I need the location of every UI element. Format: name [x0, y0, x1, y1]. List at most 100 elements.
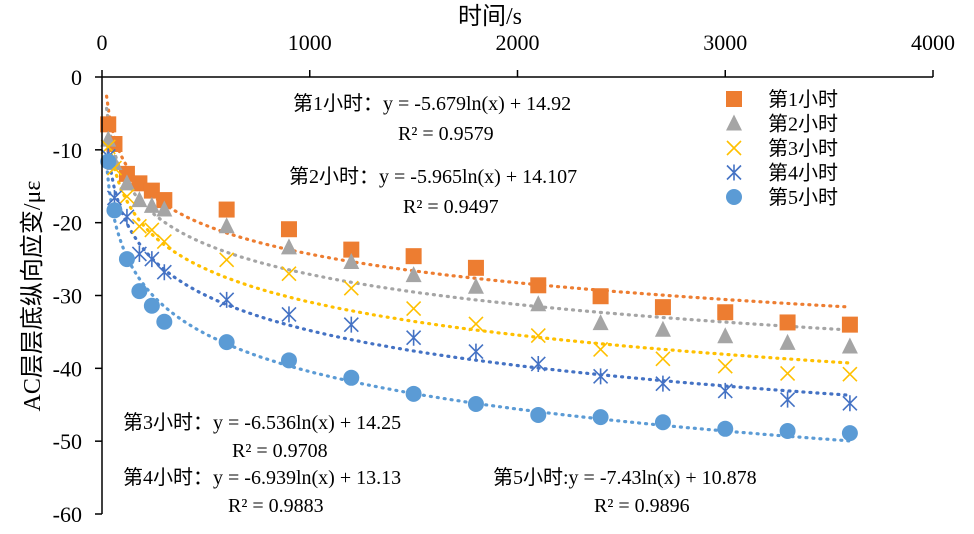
data-point-series-1: [100, 116, 117, 133]
data-point-series-3: [530, 327, 546, 344]
data-point-series-2: [841, 337, 858, 354]
data-point-series-5: [156, 313, 173, 330]
data-point-series-1: [592, 288, 609, 305]
x-tick-label: 4000: [911, 30, 955, 55]
data-point-series-5: [131, 283, 148, 300]
data-point-series-5: [654, 414, 671, 431]
data-point-series-3: [119, 188, 135, 205]
data-point-series-2: [779, 333, 796, 350]
data-point-series-4: [219, 291, 235, 308]
data-point-series-2: [156, 200, 173, 217]
trendline-series-2: [105, 106, 852, 332]
x-axis-title: 时间/s: [458, 3, 522, 30]
y-tick-label: 0: [71, 65, 82, 90]
data-point-series-3: [717, 358, 733, 374]
x-tick-label: 2000: [496, 30, 540, 55]
data-point-series-1: [143, 182, 160, 199]
y-tick-label: -30: [53, 284, 82, 309]
legend-label-3: 第3小时: [768, 137, 838, 160]
data-point-series-5: [717, 420, 734, 437]
data-point-series-4: [343, 316, 359, 333]
data-point-series-1: [156, 192, 173, 209]
data-point-series-2: [218, 217, 235, 234]
trendline-equation-4: 第4小时：y = -6.939ln(x) + 13.13: [123, 466, 401, 489]
data-point-series-1: [717, 304, 734, 321]
r-squared-3: R² = 0.9708: [232, 440, 328, 462]
r-squared-4: R² = 0.9883: [228, 495, 324, 517]
trendline-series-3: [105, 118, 852, 365]
r-squared-1: R² = 0.9579: [398, 123, 494, 145]
data-point-series-5: [841, 425, 858, 442]
legend-label-5: 第5小时: [768, 186, 838, 209]
data-point-series-4: [717, 382, 733, 399]
data-point-series-1: [779, 314, 796, 331]
data-point-series-1: [841, 316, 858, 333]
data-point-series-1: [280, 221, 297, 238]
data-point-series-2: [343, 252, 360, 269]
data-point-series-1: [218, 201, 235, 218]
data-point-series-3: [281, 266, 297, 282]
data-point-series-5: [405, 385, 422, 402]
axes: 0 1000 2000 3000 4000 0 -10 -20 -30 -40 -50 -60: [53, 30, 955, 527]
x-tick-label: 3000: [703, 30, 747, 55]
data-point-series-4: [593, 368, 609, 385]
trendline-equation-5: 第5小时:y = -7.43ln(x) + 10.878: [493, 466, 757, 489]
data-point-series-4: [406, 329, 422, 346]
data-point-series-2: [143, 196, 160, 213]
data-point-series-3: [842, 366, 858, 382]
data-point-series-4: [156, 264, 172, 281]
data-point-series-1: [467, 259, 484, 276]
data-point-series-3: [219, 252, 235, 268]
legend-marker-3: [726, 140, 742, 156]
trendline-equation-2: 第2小时：y = -5.965ln(x) + 14.107: [289, 165, 577, 188]
data-point-series-2: [280, 238, 297, 255]
legend-marker-1: [726, 91, 742, 107]
data-markers: [100, 116, 858, 442]
data-point-series-2: [717, 327, 734, 344]
data-point-series-3: [131, 218, 147, 234]
trendline-equation-1: 第1小时：y = -5.679ln(x) + 14.92: [293, 92, 571, 115]
data-point-series-3: [406, 301, 422, 317]
data-point-series-5: [218, 334, 235, 351]
data-point-series-3: [655, 351, 671, 367]
trendline-equation-3: 第3小时：y = -6.536ln(x) + 14.25: [123, 411, 401, 434]
data-point-series-3: [156, 234, 172, 250]
data-point-series-5: [106, 202, 123, 219]
data-point-series-2: [118, 174, 135, 191]
data-point-series-1: [118, 165, 135, 182]
data-point-series-4: [842, 395, 858, 412]
data-point-series-5: [280, 352, 297, 369]
data-point-series-4: [468, 343, 484, 360]
y-tick-label: -40: [53, 356, 82, 381]
data-point-series-2: [654, 320, 671, 337]
legend-label-2: 第2小时: [768, 113, 838, 136]
data-point-series-2: [530, 295, 547, 312]
data-point-series-4: [780, 391, 796, 408]
data-point-series-2: [467, 277, 484, 294]
legend-marker-4: [726, 164, 742, 181]
data-point-series-4: [144, 251, 160, 268]
data-point-series-5: [467, 396, 484, 413]
data-point-series-3: [144, 222, 160, 238]
trendline-series-1: [105, 94, 852, 309]
data-point-series-4: [119, 208, 135, 225]
legend-marker-5: [726, 189, 742, 205]
data-point-series-5: [143, 297, 160, 314]
data-point-series-4: [655, 375, 671, 392]
data-point-series-5: [343, 369, 360, 386]
data-point-series-1: [343, 241, 360, 258]
y-tick-label: -50: [53, 429, 82, 454]
data-point-series-3: [468, 316, 484, 332]
data-point-series-3: [593, 341, 609, 357]
data-point-series-3: [780, 365, 796, 381]
y-tick-label: -20: [53, 211, 82, 236]
legend-label-1: 第1小时: [768, 88, 838, 111]
y-tick-label: -10: [53, 138, 82, 163]
data-point-series-1: [654, 299, 671, 316]
trendline-equations: 第1小时：y = -5.679ln(x) + 14.92 R² = 0.9579 第…: [123, 92, 757, 517]
data-point-series-4: [530, 355, 546, 372]
data-point-series-1: [405, 248, 422, 265]
data-point-series-5: [118, 251, 135, 268]
data-point-series-1: [131, 175, 148, 192]
